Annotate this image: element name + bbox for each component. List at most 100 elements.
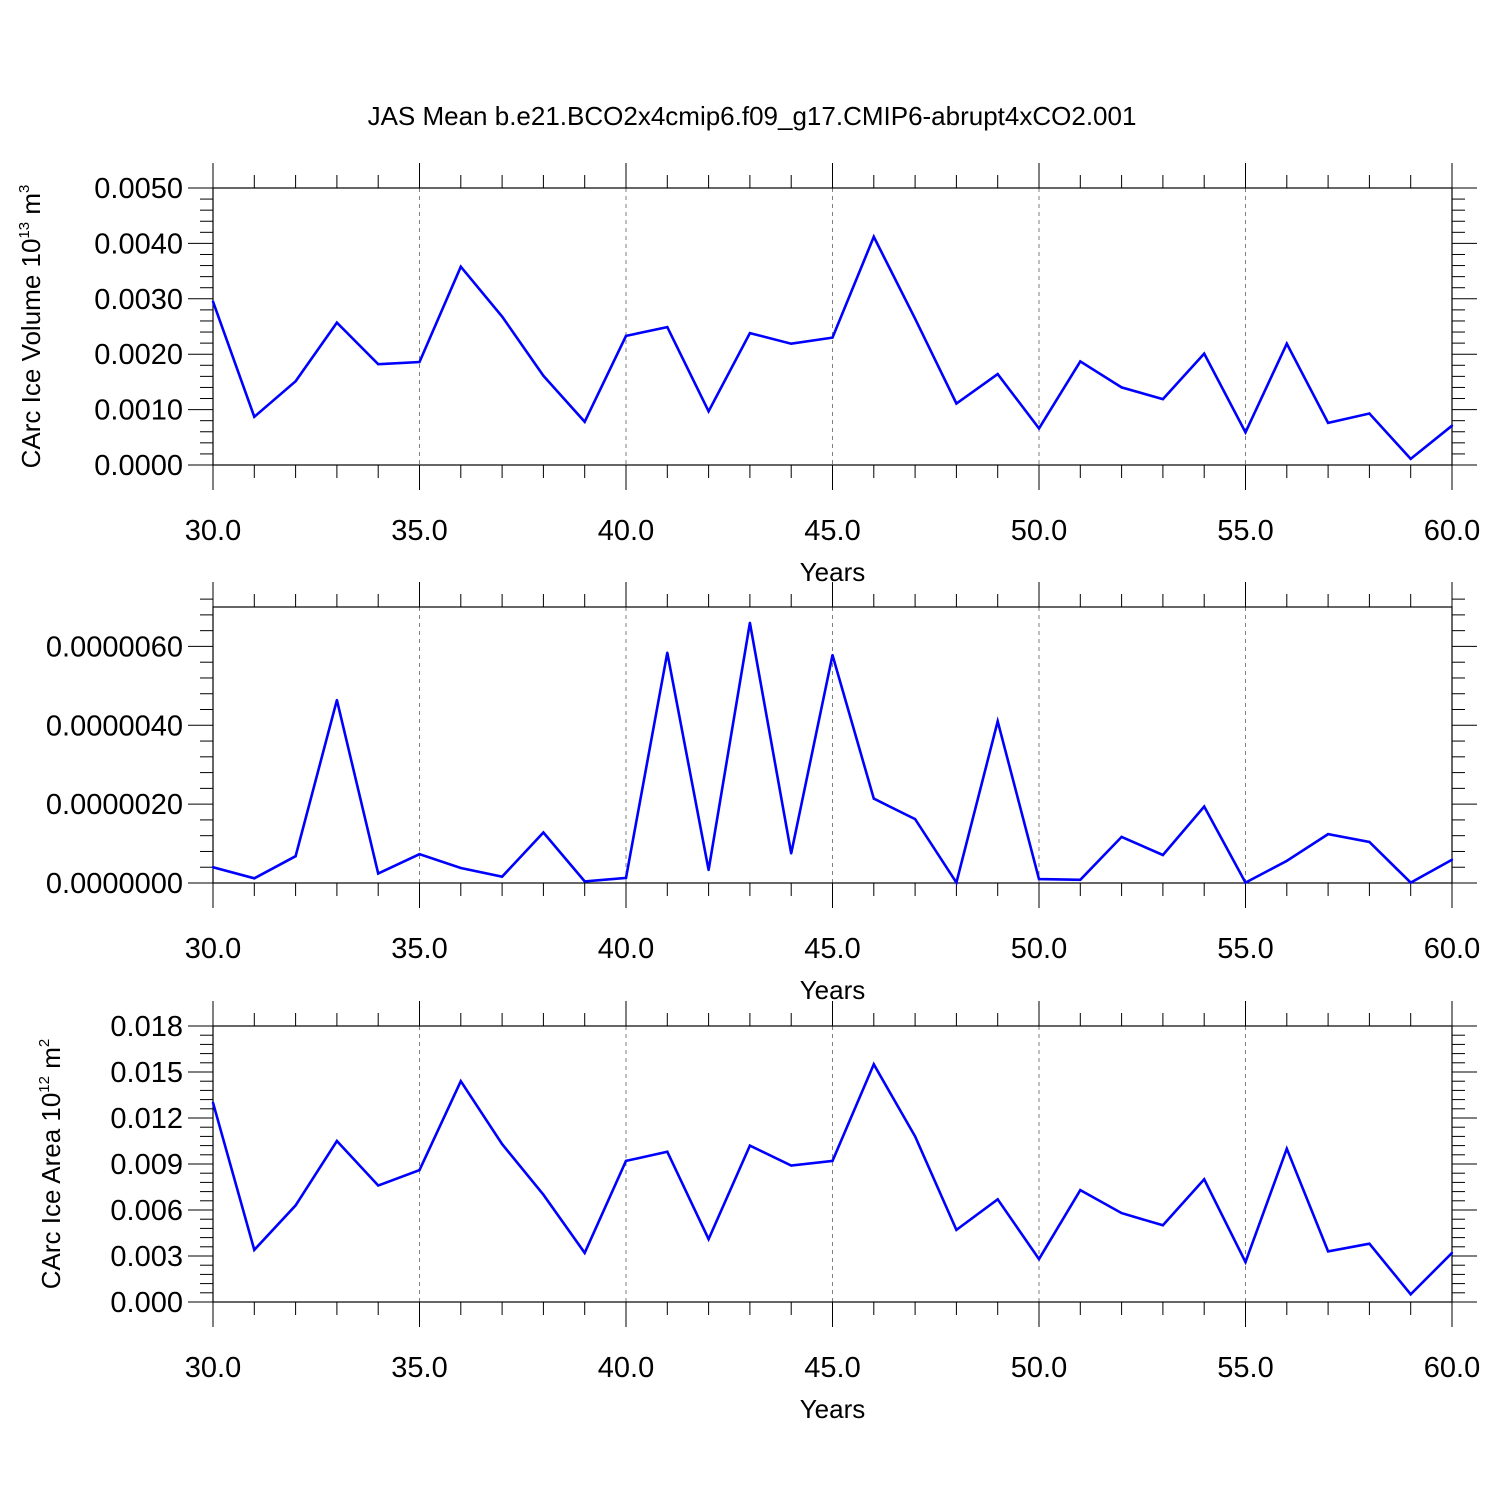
data-point <box>831 1159 834 1163</box>
data-point <box>253 1248 256 1252</box>
data-point <box>624 876 628 880</box>
data-point <box>1079 878 1082 882</box>
x-tick-label: 30.0 <box>185 933 241 965</box>
data-point <box>666 651 669 654</box>
y-tick-label: 0.018 <box>110 1011 183 1043</box>
data-point <box>831 653 834 657</box>
x-tick-label: 35.0 <box>391 1352 447 1384</box>
data-point <box>542 1193 545 1196</box>
x-tick-label: 50.0 <box>1011 515 1067 547</box>
data-point <box>1450 1251 1454 1255</box>
x-tick-label: 55.0 <box>1217 515 1273 547</box>
data-point <box>1326 421 1330 425</box>
y-tick-label: 0.0000040 <box>46 710 183 742</box>
data-point <box>1409 1293 1412 1296</box>
data-point <box>377 872 380 875</box>
x-tick-label: 45.0 <box>804 1352 860 1384</box>
data-point <box>459 265 462 268</box>
y-axis-label: CArc Ice Area 1012 m2 <box>36 1039 66 1289</box>
data-point <box>1203 352 1206 355</box>
data-point <box>748 621 752 624</box>
data-point <box>583 420 586 423</box>
y-tick-label: 0.0050 <box>94 173 183 205</box>
data-point <box>500 315 504 318</box>
y-tick-label: 0.015 <box>110 1057 183 1089</box>
data-point <box>1244 1260 1247 1264</box>
data-point <box>996 372 999 376</box>
data-point <box>1326 832 1330 836</box>
y-tick-label: 0.000 <box>110 1287 183 1319</box>
data-point <box>624 1159 628 1163</box>
data-point <box>1120 835 1123 839</box>
data-point <box>913 1135 917 1138</box>
x-tick-label: 55.0 <box>1217 1352 1273 1384</box>
y-tick-label: 0.0030 <box>94 284 183 316</box>
x-tick-label: 60.0 <box>1424 1352 1480 1384</box>
data-point <box>1244 431 1247 434</box>
x-axis-label: Years <box>800 1394 866 1424</box>
data-point <box>1161 397 1165 401</box>
panel-2: 0.0000000 0.0000020 0.0000040 0.0000060 30.0… <box>46 582 1480 1005</box>
data-point <box>377 1184 380 1187</box>
data-point <box>955 881 958 884</box>
x-tick-label: 50.0 <box>1011 1352 1067 1384</box>
y-tick-label: 0.0010 <box>94 395 183 427</box>
y-tick-label: 0.009 <box>110 1149 183 1181</box>
data-point <box>418 360 421 364</box>
y-tick-label: 0.0000000 <box>46 868 183 900</box>
data-point <box>294 854 297 858</box>
data-point <box>872 1063 875 1066</box>
y-tick-label: 0.0000060 <box>46 631 183 663</box>
x-tick-label: 60.0 <box>1424 933 1480 965</box>
data-point <box>459 866 462 870</box>
data-point <box>583 1251 586 1255</box>
data-point <box>748 1144 752 1147</box>
data-point <box>1368 412 1371 415</box>
data-point <box>707 868 710 872</box>
y-tick-label: 0.0020 <box>94 339 183 371</box>
x-tick-label: 55.0 <box>1217 933 1273 965</box>
data-point <box>955 1228 958 1232</box>
data-point <box>377 362 380 366</box>
x-tick-label: 40.0 <box>598 515 654 547</box>
y-axis-label: CArc Ice Volume 1013 m3 <box>16 185 46 469</box>
data-point <box>1161 1224 1165 1227</box>
panel-3: 0.000 0.003 0.006 0.009 0.012 0.015 0.018 30.0 3… <box>36 1001 1480 1424</box>
x-tick-label: 30.0 <box>185 1352 241 1384</box>
y-tick-label: 0.006 <box>110 1195 183 1227</box>
data-point <box>335 1139 339 1143</box>
x-tick-label: 35.0 <box>391 515 447 547</box>
x-tick-label: 35.0 <box>391 933 447 965</box>
data-point <box>913 317 917 320</box>
data-point <box>1120 386 1123 389</box>
data-point <box>1037 427 1041 430</box>
data-point <box>500 1142 504 1146</box>
x-tick-label: 45.0 <box>804 515 860 547</box>
data-point <box>335 321 339 324</box>
y-tick-label: 0.0000 <box>94 450 183 482</box>
data-point <box>707 410 710 413</box>
data-point <box>335 698 339 702</box>
y-tick-label: 0.012 <box>110 1103 183 1135</box>
data-point <box>872 235 875 238</box>
data-point <box>1120 1211 1123 1215</box>
data-point <box>583 880 586 883</box>
x-tick-label: 30.0 <box>185 515 241 547</box>
data-point <box>294 1204 297 1207</box>
data-point <box>1285 342 1289 345</box>
data-point <box>1368 840 1371 844</box>
data-point <box>211 1101 215 1104</box>
data-point <box>253 877 256 880</box>
data-point <box>418 1168 421 1172</box>
x-tick-label: 50.0 <box>1011 933 1067 965</box>
data-point <box>1203 805 1206 808</box>
data-point <box>913 817 917 821</box>
chart-title: JAS Mean b.e21.BCO2x4cmip6.f09_g17.CMIP6… <box>368 101 1137 131</box>
data-point <box>790 852 793 855</box>
y-tick-label: 0.003 <box>110 1241 183 1273</box>
data-point <box>211 866 215 869</box>
data-point <box>996 1198 999 1201</box>
x-tick-label: 60.0 <box>1424 515 1480 547</box>
data-point <box>1326 1250 1330 1253</box>
